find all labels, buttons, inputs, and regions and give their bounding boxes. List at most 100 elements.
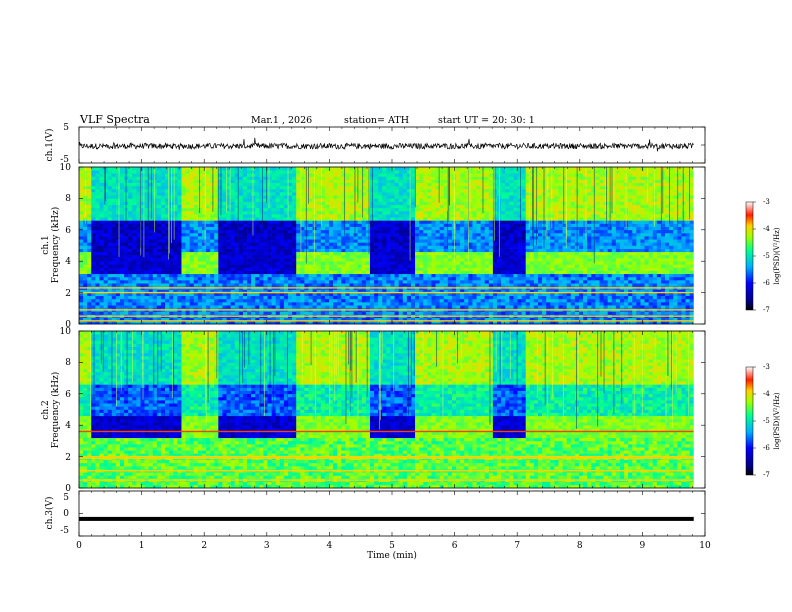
- spectrogram-cell: [210, 207, 215, 212]
- spectrogram-cell: [382, 305, 387, 309]
- spectrogram-cell: [288, 254, 293, 259]
- spectrogram-cell: [177, 311, 182, 315]
- spectrogram-cell: [365, 289, 371, 293]
- spectrogram-cell: [431, 276, 436, 281]
- spectrogram-cell: [292, 204, 297, 209]
- spectrogram-cell: [119, 317, 125, 322]
- spectrogram-cell: [128, 280, 133, 284]
- spectrogram-cell: [173, 248, 178, 253]
- spectrogram-cell: [283, 311, 289, 315]
- spectrogram-cell: [136, 273, 141, 278]
- spectrogram-cell: [193, 204, 199, 209]
- spectrogram-cell: [324, 226, 330, 231]
- spectrogram-cell: [242, 185, 248, 190]
- spectrogram-cell: [427, 276, 432, 281]
- spectrogram-cell: [353, 207, 358, 212]
- spectrogram-cell: [337, 248, 342, 253]
- spectrogram-cell: [197, 311, 203, 315]
- spectrogram-cell: [234, 229, 240, 234]
- spectrogram-cell: [238, 204, 244, 209]
- spectrogram-cell: [419, 239, 424, 243]
- spectrogram-cell: [337, 214, 342, 218]
- spectrogram-cell: [193, 258, 199, 262]
- spectrogram-cell: [410, 273, 416, 278]
- spectrogram-cell: [193, 217, 199, 221]
- spectrogram-cell: [189, 182, 195, 187]
- spectrogram-cell: [443, 242, 449, 246]
- spectrogram-cell: [431, 298, 436, 303]
- spectrogram-cell: [148, 170, 154, 174]
- spectrogram-cell: [472, 195, 477, 199]
- spectrogram-cell: [374, 267, 379, 271]
- spectrogram-cell: [333, 320, 338, 325]
- spectrogram-cell: [410, 320, 416, 325]
- spectrogram-cell: [267, 258, 272, 262]
- spectrogram-cell: [304, 267, 309, 271]
- spectrogram-cell: [394, 276, 399, 281]
- spectrogram-cell: [337, 179, 342, 183]
- spectrogram-cell: [447, 305, 453, 309]
- spectrogram-cell: [406, 226, 412, 231]
- spectrogram-cell: [415, 176, 420, 180]
- spectrogram-cell: [119, 232, 125, 237]
- spectrogram-cell: [394, 179, 399, 183]
- spectrogram-cell: [415, 185, 420, 190]
- spectrogram-cell: [165, 248, 170, 253]
- spectrogram-cell: [390, 167, 395, 171]
- spectrogram-cell: [226, 311, 231, 315]
- spectrogram-cell: [230, 317, 236, 322]
- spectrogram-cell: [148, 264, 154, 268]
- spectrogram-cell: [451, 273, 457, 278]
- spectrogram-cell: [365, 185, 371, 190]
- spectrogram-cell: [169, 317, 174, 322]
- spectrogram-cell: [316, 267, 322, 271]
- spectrogram-cell: [439, 223, 445, 227]
- spectrogram-cell: [439, 305, 445, 309]
- spectrogram-cell: [115, 264, 121, 268]
- spectrogram-cell: [193, 173, 199, 177]
- spectrogram-cell: [378, 173, 383, 177]
- spectrogram-cell: [279, 185, 285, 190]
- spectrogram-cell: [447, 195, 453, 199]
- spectrogram-cell: [160, 220, 166, 224]
- spectrogram-cell: [83, 261, 88, 265]
- spectrogram-cell: [115, 276, 121, 281]
- spectrogram-cell: [111, 198, 117, 202]
- spectrogram-cell: [242, 217, 248, 221]
- spectrogram-cell: [406, 188, 412, 193]
- spectrogram-cell: [242, 182, 248, 187]
- spectrogram-cell: [419, 261, 424, 265]
- spectrogram-cell: [472, 198, 477, 202]
- spectrogram-cell: [148, 261, 154, 265]
- spectrogram-cell: [189, 280, 195, 284]
- spectrogram-cell: [337, 276, 342, 281]
- spectrogram-cell: [431, 223, 436, 227]
- spectrogram-cell: [353, 305, 358, 309]
- spectrogram-cell: [267, 195, 272, 199]
- spectrogram-cell: [111, 210, 117, 215]
- spectrogram-cell: [160, 302, 166, 306]
- spectrogram-cell: [193, 317, 199, 322]
- spectrogram-cell: [156, 292, 162, 297]
- spectrogram-cell: [337, 167, 342, 171]
- spectrogram-cell: [79, 192, 84, 196]
- spectrogram-cell: [95, 198, 100, 202]
- spectrogram-cell: [119, 311, 125, 315]
- spectrogram-cell: [357, 258, 363, 262]
- spectrogram-cell: [353, 283, 358, 287]
- spectrogram-cell: [222, 236, 227, 240]
- spectrogram-cell: [427, 173, 432, 177]
- spectrogram-cell: [300, 276, 305, 281]
- spectrogram-cell: [288, 176, 293, 180]
- spectrogram-cell: [406, 195, 412, 199]
- spectrogram-cell: [427, 298, 432, 303]
- spectrogram-cell: [374, 236, 379, 240]
- spectrogram-cell: [374, 292, 379, 297]
- spectrogram-cell: [288, 229, 293, 234]
- spectrogram-cell: [369, 242, 375, 246]
- spectrogram-cell: [214, 298, 219, 303]
- spectrogram-cell: [115, 295, 121, 300]
- spectrogram-cell: [365, 251, 371, 256]
- spectrogram-cell: [378, 264, 383, 268]
- ch1-ytick-bottom: -5: [60, 155, 69, 165]
